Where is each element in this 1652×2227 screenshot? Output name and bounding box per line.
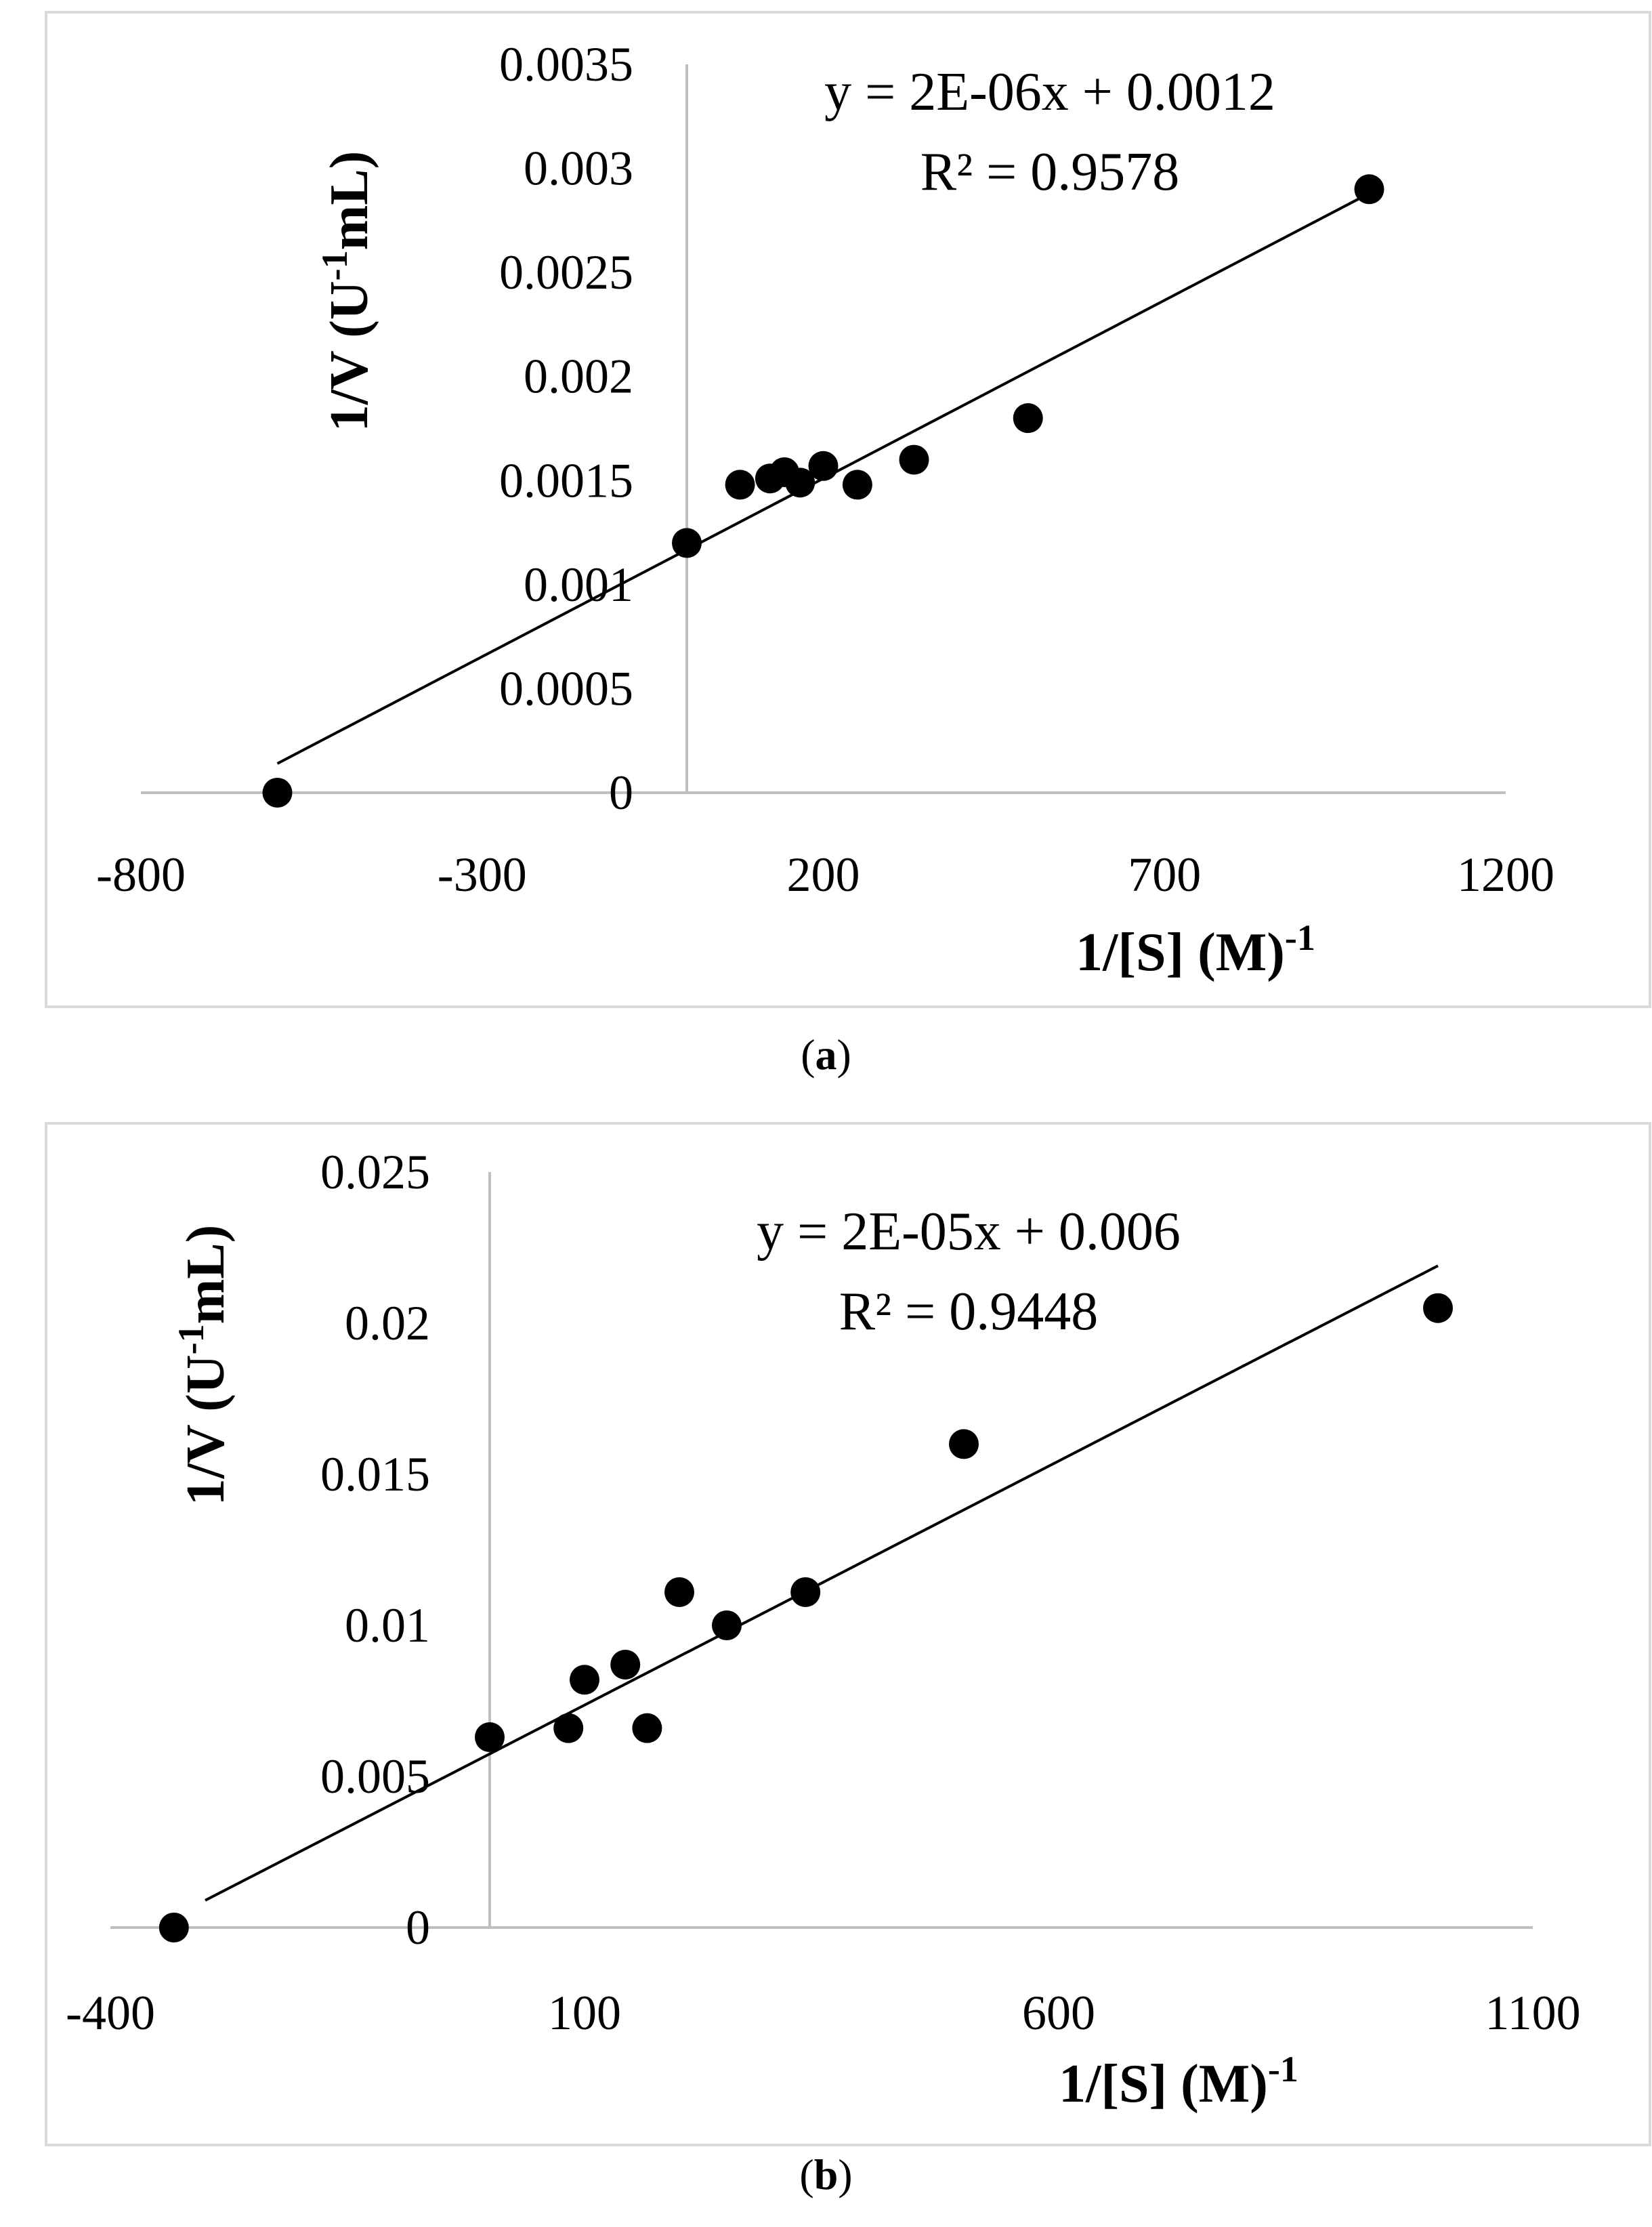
y-tick-label-b: 0.02 (345, 1296, 430, 1350)
x-tick-label-a: 200 (787, 848, 860, 902)
y-tick-label-a: 0.002 (524, 350, 633, 404)
x-tick-label-a: -800 (96, 848, 186, 902)
data-point-a (808, 451, 839, 481)
data-point-b (949, 1429, 979, 1459)
x-axis-label-a: 1/[S] (M)-1 (1076, 917, 1315, 982)
y-axis-label-sup-a: -1 (314, 250, 355, 280)
data-point-a (842, 470, 872, 500)
chart-b: 0 0.005 0.01 0.015 0.02 0.025 -400 100 600 1100 y … (45, 1122, 1651, 2146)
data-point-b (553, 1713, 584, 1743)
y-axis-label-tail-b: mL) (176, 1225, 236, 1325)
y-tick-label-a: 0.0025 (499, 245, 633, 299)
x-tick-label-a: 700 (1128, 848, 1201, 902)
y-axis-label-sup-b: -1 (171, 1324, 211, 1354)
x-axis-label-text-a: 1/[S] (M) (1076, 923, 1285, 982)
x-tick-label-b: -400 (66, 1986, 155, 2040)
y-tick-label-a: 0.0015 (499, 453, 633, 507)
y-tick-label-b: 0.005 (320, 1749, 430, 1804)
y-tick-label-b: 0.015 (320, 1447, 430, 1501)
x-axis-label-text-b: 1/[S] (M) (1059, 2054, 1268, 2114)
x-tick-label-b: 1100 (1485, 1986, 1580, 2040)
data-point-a (899, 444, 929, 475)
caption-b: (b) (799, 2150, 853, 2199)
r-squared-label-a: R² = 0.9578 (920, 142, 1179, 202)
data-point-a (262, 778, 293, 808)
r-squared-label-b: R² = 0.9448 (839, 1282, 1098, 1341)
x-axis-label-sup-a: -1 (1285, 917, 1315, 958)
trendline-equation-b: y = 2E-05x + 0.006 (757, 1202, 1181, 1262)
x-tick-label-b: 100 (548, 1986, 621, 2040)
caption-a: (a) (801, 1031, 851, 1079)
data-point-b (158, 1913, 189, 1942)
data-point-a (725, 470, 755, 500)
y-tick-label-a: 0.003 (524, 142, 633, 196)
data-point-b (1423, 1293, 1453, 1323)
y-axis-label-text-a: 1/V (U (320, 280, 379, 432)
chart-a: 0 0.0005 0.001 0.0015 0.002 0.0025 0.003 0.0035… (45, 11, 1651, 1008)
chart-frame-a (45, 11, 1651, 1008)
chart-panel-b: 0 0.005 0.01 0.015 0.02 0.025 -400 100 600 1100 y … (0, 1111, 1652, 2227)
y-axis-label-a: 1/V (U-1mL) (314, 151, 379, 432)
caption-a-label: a (815, 1031, 837, 1079)
caption-b-label: b (813, 2150, 839, 2199)
y-axis-label-tail-a: mL) (320, 151, 379, 251)
data-point-b (632, 1713, 662, 1743)
data-point-a (785, 467, 816, 498)
y-axis-label-text-b: 1/V (U (176, 1354, 236, 1505)
y-axis-label-b: 1/V (U-1mL) (171, 1225, 236, 1506)
x-tick-label-a: -300 (438, 848, 527, 902)
x-axis-label-sup-b: -1 (1268, 2049, 1298, 2089)
y-tick-label-a: 0.0005 (499, 661, 633, 715)
y-tick-label-b: 0.025 (320, 1145, 430, 1199)
chart-frame-b (45, 1122, 1651, 2146)
y-tick-label-b: 0.01 (345, 1598, 430, 1652)
data-point-a (672, 528, 702, 558)
y-tick-label-a: 0.0035 (499, 37, 633, 91)
data-point-b (570, 1665, 599, 1695)
x-tick-label-a: 1200 (1457, 848, 1554, 902)
data-point-a (1013, 403, 1043, 434)
data-point-b (475, 1722, 505, 1753)
data-point-b (790, 1577, 821, 1607)
y-tick-label-b: 0 (406, 1900, 430, 1955)
y-tick-label-a: 0 (609, 766, 633, 820)
data-point-b (712, 1610, 742, 1640)
trendline-equation-a: y = 2E-06x + 0.0012 (824, 62, 1275, 122)
chart-panel-a: 0 0.0005 0.001 0.0015 0.002 0.0025 0.003 0.0035… (0, 0, 1652, 1111)
data-point-a (1354, 174, 1384, 205)
data-point-b (610, 1649, 641, 1680)
trendline-b (205, 1264, 1439, 1902)
data-point-b (664, 1577, 694, 1607)
x-axis-label-b: 1/[S] (M)-1 (1059, 2049, 1298, 2114)
y-tick-label-a: 0.001 (524, 558, 633, 612)
x-tick-label-b: 600 (1022, 1986, 1095, 2040)
